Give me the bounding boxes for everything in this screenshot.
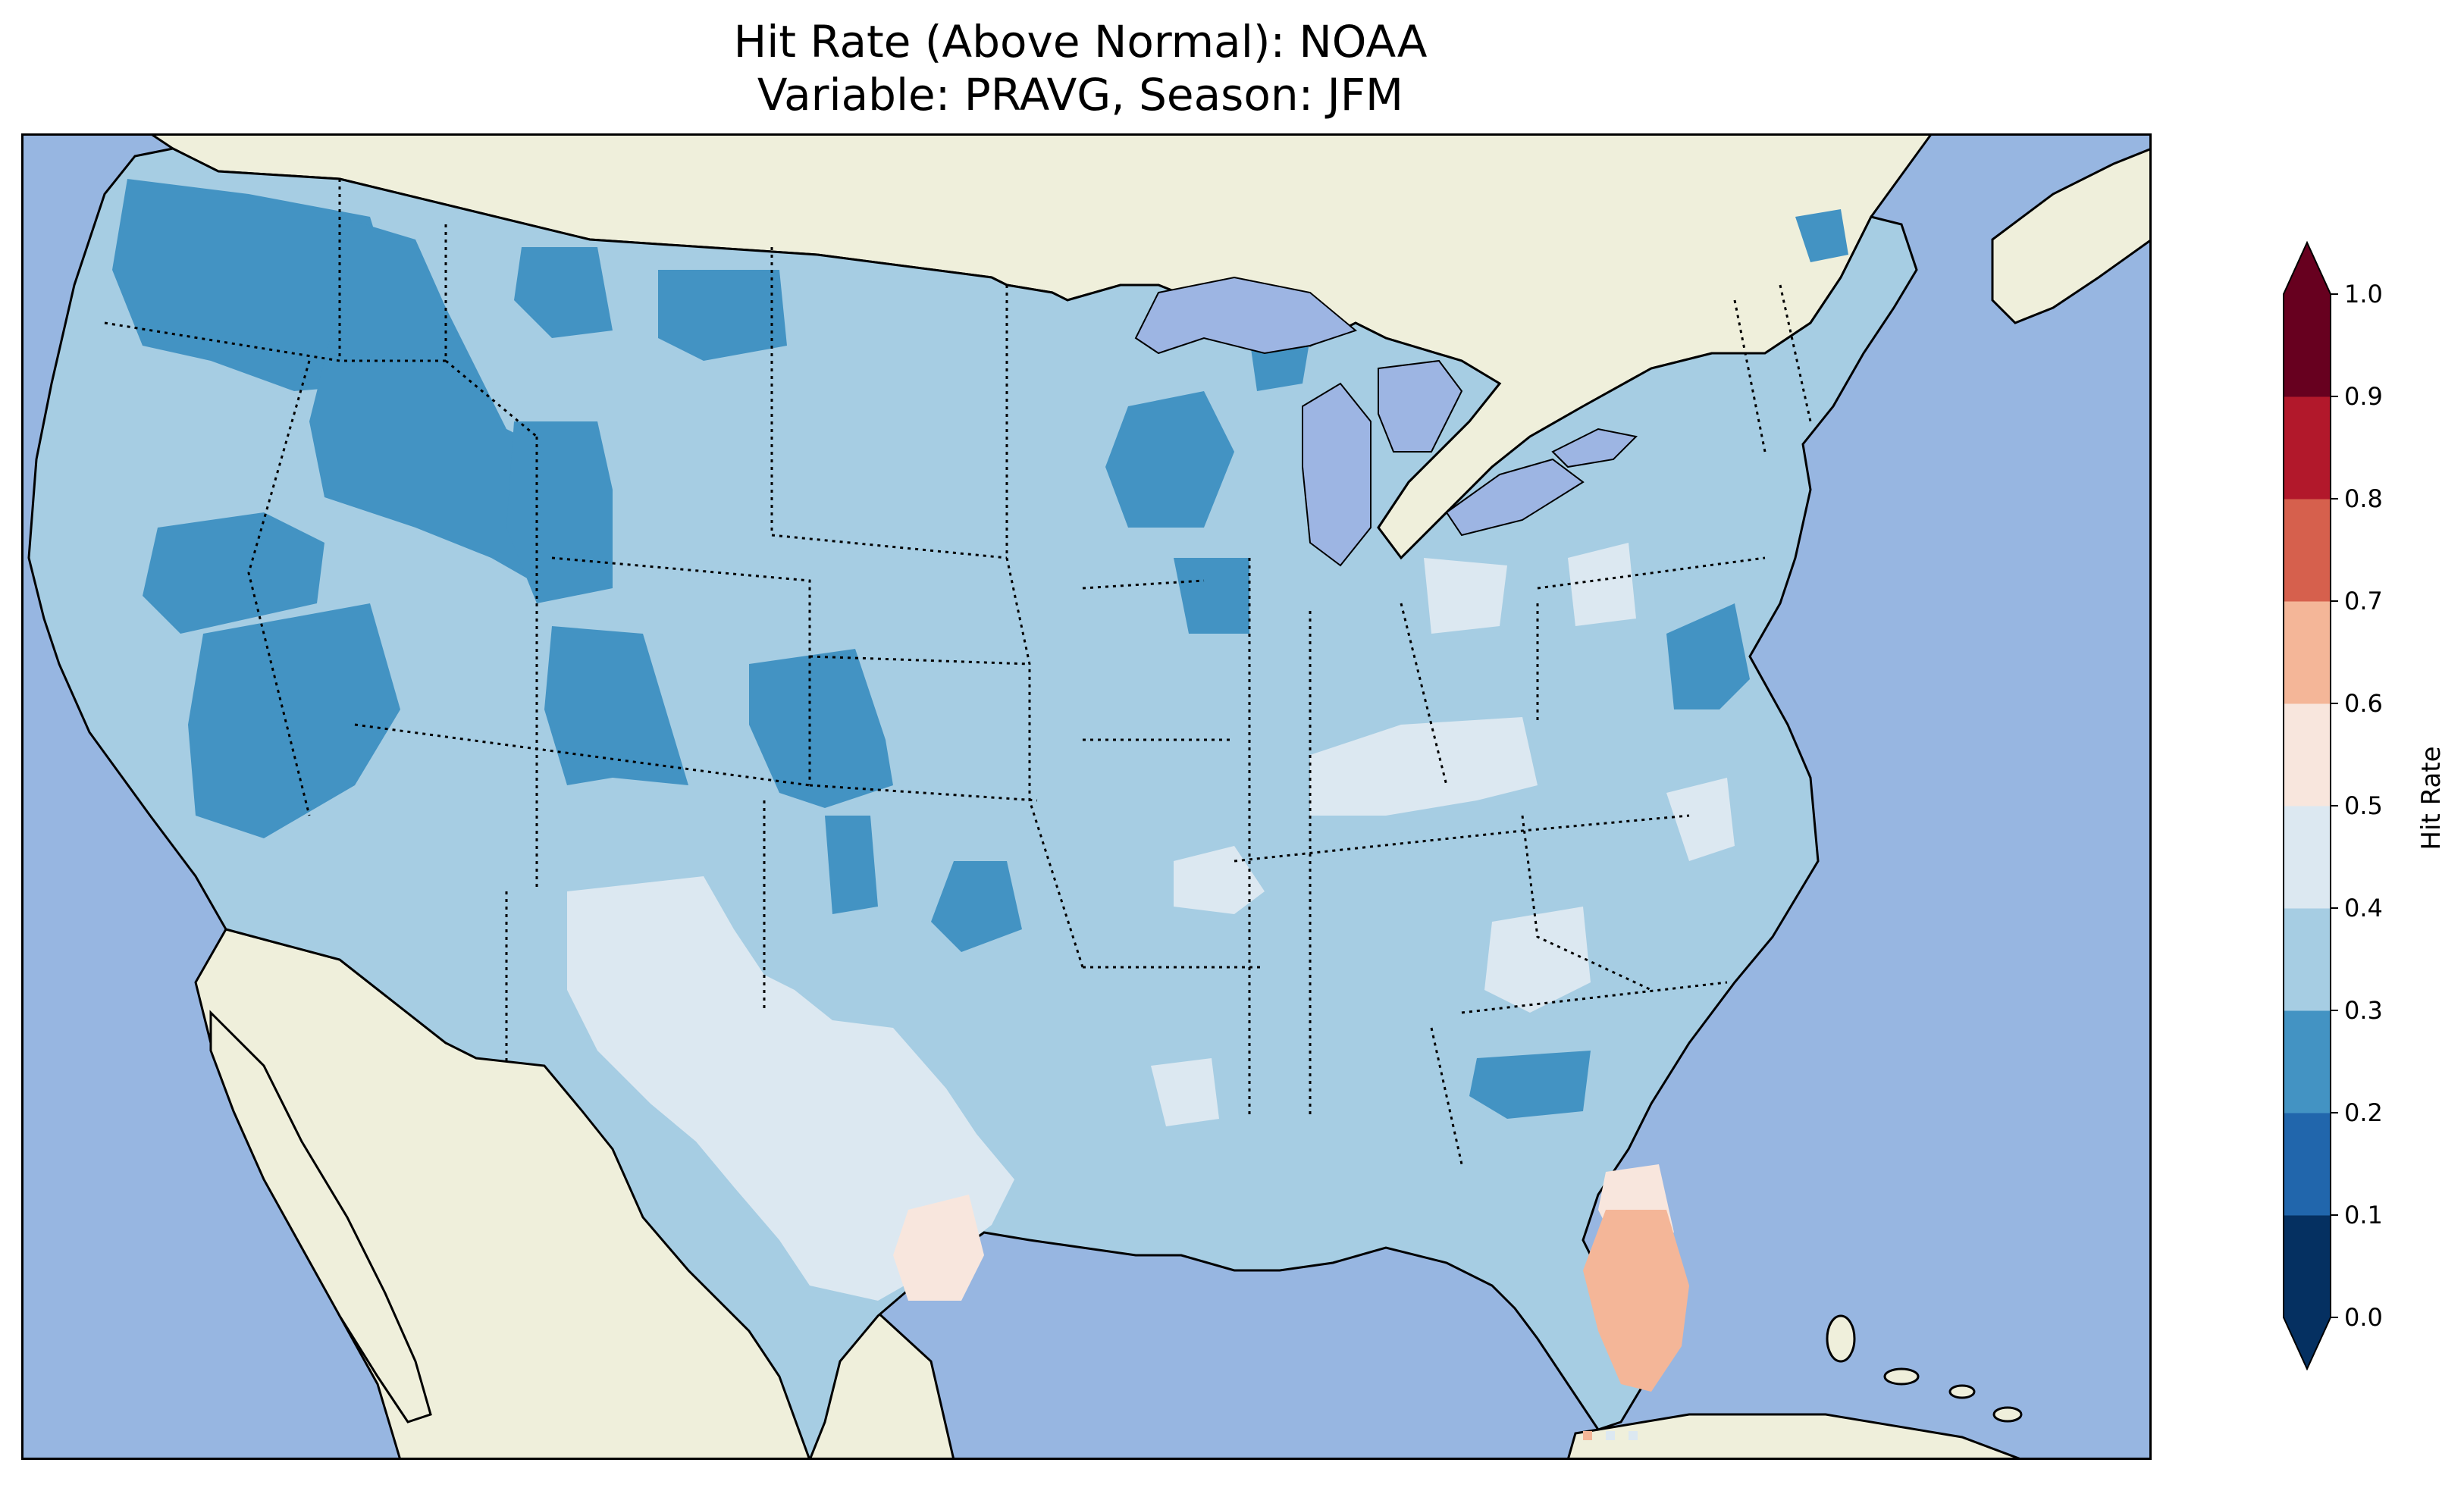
colorbar-tick-label: 0.3 (2344, 996, 2383, 1025)
patches-0.2-0.3 (112, 179, 1848, 1119)
colorbar-cell (2284, 1215, 2331, 1318)
state-borders (104, 179, 1812, 1165)
colorbar-tick-label: 0.6 (2344, 689, 2383, 718)
map-frame (21, 133, 2152, 1460)
colorbar-cell (2284, 1010, 2331, 1113)
florida-keys-cells (1583, 1431, 1638, 1440)
colorbar-tick-label: 0.4 (2344, 894, 2383, 922)
colorbar-cell (2284, 1113, 2331, 1216)
colorbar-extend-low (2284, 1317, 2331, 1369)
colorbar-cell (2284, 806, 2331, 909)
colorbar: 0.0 0.1 0.2 0.3 0.4 0.5 0.6 0.7 0.8 0.9 1.0 Hit Ra… (2283, 241, 2447, 1370)
maritimes-land (1991, 147, 2152, 324)
patch-south-texas (893, 1195, 984, 1301)
colorbar-cell (2284, 396, 2331, 500)
colorbar-cell (2284, 601, 2331, 704)
baja-land (209, 1010, 432, 1424)
colorbar-tick-label: 0.9 (2344, 382, 2383, 411)
cuba-land (1566, 1413, 2024, 1460)
colorbar-extend-high (2284, 243, 2331, 294)
great-lakes (1134, 276, 1638, 567)
colorbar-tick-label: 0.8 (2344, 484, 2383, 513)
map-panel (21, 133, 2152, 1460)
bahamas (1826, 1314, 2023, 1423)
colorbar-cell (2284, 499, 2331, 602)
colorbar-cell (2284, 703, 2331, 807)
colorbar-tick-label: 0.5 (2344, 791, 2383, 820)
colorbar-tick-label: 0.7 (2344, 587, 2383, 615)
colorbar-cells (2283, 241, 2331, 1370)
title-line-2: Variable: PRAVG, Season: JFM (757, 69, 1404, 121)
colorbar-cell (2284, 908, 2331, 1011)
title-line-1: Hit Rate (Above Normal): NOAA (733, 16, 1428, 67)
patch-florida (1583, 1210, 1689, 1392)
colorbar-tick-label: 0.0 (2344, 1303, 2383, 1332)
colorbar-tick-label: 0.2 (2344, 1098, 2383, 1127)
colorbar-tick-label: 1.0 (2344, 280, 2383, 309)
colorbar-label: Hit Rate (2416, 746, 2447, 850)
chart-title: Hit Rate (Above Normal): NOAA Variable: … (0, 15, 2161, 121)
colorbar-cell (2284, 294, 2331, 397)
colorbar-ticks: 0.0 0.1 0.2 0.3 0.4 0.5 0.6 0.7 0.8 0.9 1.0 (2331, 280, 2383, 1332)
patches-0.4-0.5 (567, 543, 1735, 1301)
colorbar-tick-label: 0.1 (2344, 1201, 2383, 1229)
